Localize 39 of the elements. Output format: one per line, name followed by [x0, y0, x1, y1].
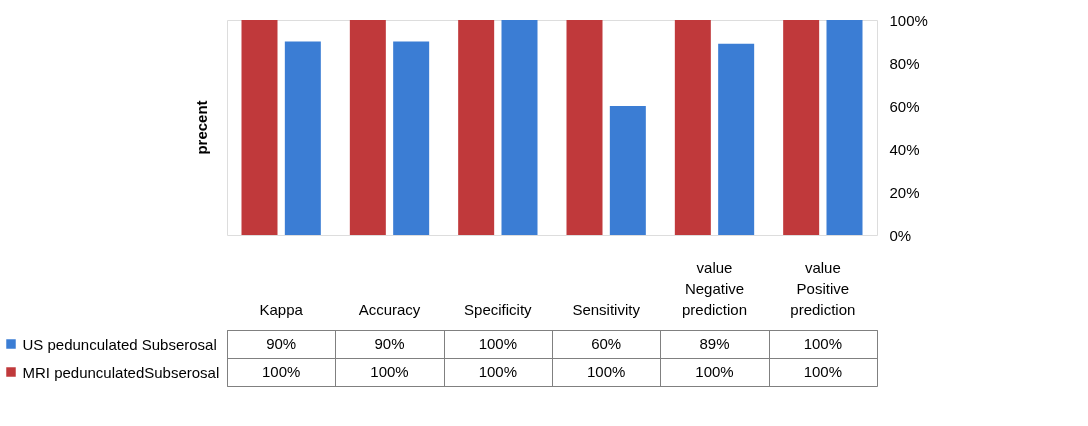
bar	[458, 20, 495, 235]
y-tick-label: 80%	[889, 54, 920, 72]
bar	[349, 20, 386, 235]
bar	[609, 106, 646, 235]
y-tick-label: 20%	[889, 183, 920, 201]
x-tick-label: Kappa	[259, 301, 304, 318]
data-label: 90%	[374, 335, 405, 352]
bar	[566, 20, 603, 235]
bar	[826, 20, 863, 235]
data-label: 100%	[261, 363, 301, 380]
x-tick-label: Sensitivity	[572, 301, 641, 318]
bar	[783, 20, 820, 235]
y-tick-label: 60%	[889, 97, 920, 115]
data-label: 100%	[478, 335, 518, 352]
bar	[718, 43, 755, 235]
data-label: 100%	[370, 363, 409, 380]
y-tick-label: 40%	[889, 140, 920, 158]
bar	[393, 41, 430, 235]
bar	[241, 20, 278, 235]
x-tick-label: Specificity	[464, 301, 533, 318]
data-label: 100%	[586, 363, 626, 380]
data-label: 89%	[699, 335, 730, 352]
y-tick-label: 0%	[889, 226, 912, 244]
x-tick-label: value Positive prediction	[790, 259, 856, 318]
legend-label: US pedunculated Subserosal	[22, 335, 217, 353]
bar	[501, 20, 538, 235]
bar	[284, 41, 321, 235]
legend-label: MRI pedunculatedSubserosal	[22, 363, 220, 381]
y-tick-label: 100%	[889, 11, 928, 29]
data-label: 100%	[803, 363, 843, 380]
y-axis-title: precent	[193, 100, 210, 155]
data-label: 90%	[266, 335, 297, 352]
data-label: 100%	[478, 363, 518, 380]
x-tick-label: value Negative prediction	[681, 259, 748, 318]
bar	[674, 20, 711, 235]
data-label: 60%	[591, 335, 622, 352]
data-label: 100%	[695, 363, 734, 380]
data-label: 100%	[803, 335, 843, 352]
x-tick-label: Accuracy	[358, 301, 421, 318]
